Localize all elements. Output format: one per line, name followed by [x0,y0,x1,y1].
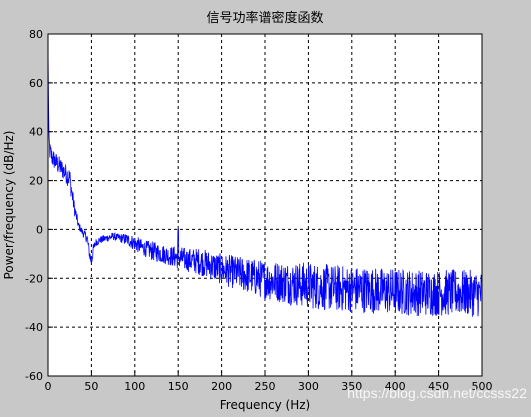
y-tick-label: 80 [29,28,43,41]
x-tick-label: 0 [45,380,52,393]
x-tick-label: 250 [255,380,276,393]
y-tick-label: -60 [25,370,43,383]
x-tick-label: 150 [168,380,189,393]
chart-title: 信号功率谱密度函数 [206,10,323,26]
x-tick-label: 400 [385,380,406,393]
x-axis-label: Frequency (Hz) [220,398,311,412]
y-tick-label: 0 [36,223,43,236]
y-axis-label: Power/frequency (dB/Hz) [2,131,16,280]
y-tick-label: 60 [29,77,43,90]
x-tick-label: 300 [298,380,319,393]
y-tick-label: 40 [29,126,43,139]
y-tick-label: -20 [25,272,43,285]
x-tick-label: 350 [341,380,362,393]
x-tick-label: 100 [124,380,145,393]
x-tick-label: 450 [428,380,449,393]
y-tick-label: -40 [25,321,43,334]
axis-ticks: 0 50 100 150 200 250 300 350 400 450 500 -60 -40 -20 0… [25,28,492,393]
x-tick-label: 500 [472,380,493,393]
psd-series-line [47,46,483,317]
series-group [47,46,483,317]
watermark-text: https://blog.csdn.net/ccsss22 [347,385,527,401]
x-tick-label: 200 [211,380,232,393]
x-tick-label: 50 [84,380,98,393]
y-tick-label: 20 [29,175,43,188]
grid-lines [48,34,482,376]
